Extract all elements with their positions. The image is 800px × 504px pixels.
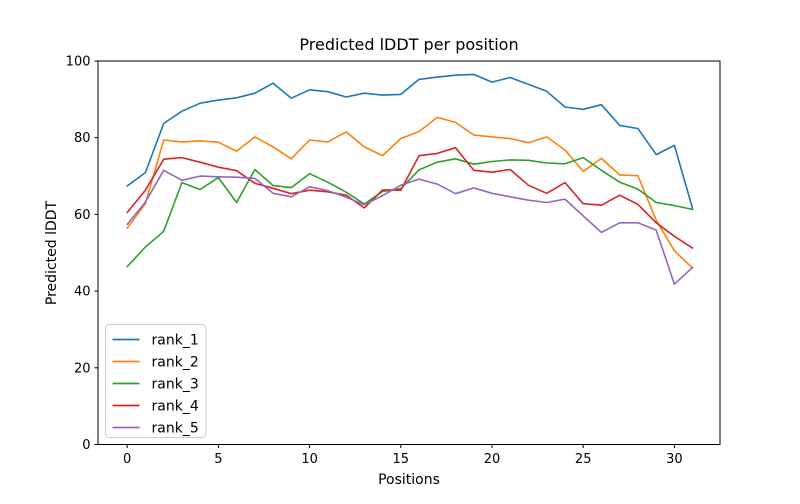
x-tick-label: 25 (575, 452, 592, 467)
axis-ticks: 0 5 10 15 20 25 30 0 20 40 60 80 100 (66, 55, 683, 468)
x-axis-label: Positions (378, 472, 440, 488)
series-lines (126, 73, 694, 286)
y-tick-label: 20 (74, 361, 91, 376)
y-tick-label: 40 (74, 285, 91, 300)
series-line-rank_3 (126, 156, 694, 268)
legend-label-rank_3: rank_3 (152, 376, 199, 392)
x-tick-label: 10 (301, 452, 318, 467)
series-line-rank_4 (126, 146, 694, 249)
chart-title: Predicted lDDT per position (299, 35, 518, 54)
legend: rank_1 rank_2 rank_3 rank_4 rank_5 (105, 324, 207, 438)
x-tick-label: 15 (393, 452, 410, 467)
series-line-rank_1 (126, 73, 694, 210)
x-tick-label: 5 (214, 452, 222, 467)
y-tick-label: 60 (74, 208, 91, 223)
y-tick-label: 80 (74, 131, 91, 146)
series-line-rank_2 (126, 116, 694, 269)
legend-label-rank_1: rank_1 (152, 332, 199, 348)
legend-label-rank_5: rank_5 (152, 420, 199, 436)
legend-box (105, 324, 207, 438)
y-tick-label: 100 (66, 55, 91, 70)
legend-label-rank_2: rank_2 (152, 354, 199, 370)
x-tick-label: 0 (123, 452, 131, 467)
y-tick-label: 0 (82, 438, 90, 453)
x-tick-label: 30 (666, 452, 683, 467)
legend-label-rank_4: rank_4 (152, 398, 199, 414)
series-line-rank_5 (126, 169, 694, 286)
x-tick-label: 20 (484, 452, 501, 467)
y-axis-label: Predicted lDDT (44, 200, 60, 305)
axes-spines (97, 60, 721, 445)
